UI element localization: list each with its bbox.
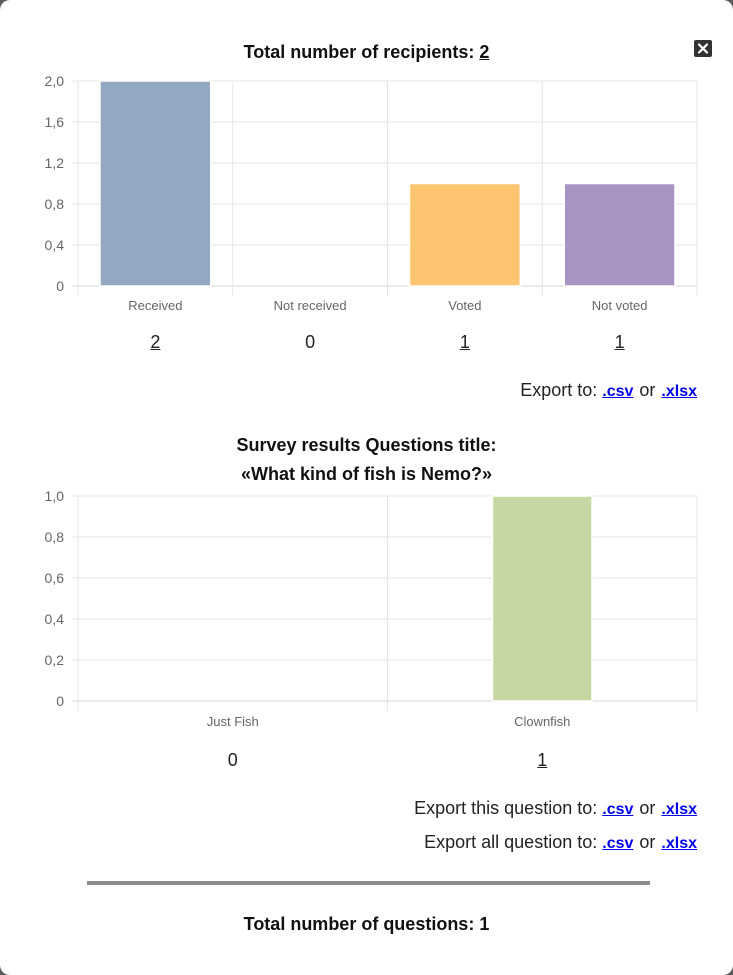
close-icon xyxy=(697,43,709,54)
or-text: or xyxy=(639,380,656,400)
survey-heading-line1: Survey results Questions title: xyxy=(236,435,497,455)
bar-not-voted[interactable] xyxy=(563,182,676,287)
x-tick-label: Received xyxy=(128,298,182,313)
export-all-label: Export all question to: xyxy=(424,832,598,852)
count-not-voted[interactable]: 1 xyxy=(614,332,625,352)
x-tick-label: Voted xyxy=(448,298,481,313)
y-tick-label: 0,4 xyxy=(45,237,65,253)
y-tick-label: 1,6 xyxy=(45,114,65,130)
or-text: or xyxy=(639,832,656,852)
y-tick-label: 0,6 xyxy=(45,570,65,586)
recipients-chart-svg: 0 0,4 0,8 1,2 1,6 2,0 Received Not received Vote… xyxy=(45,73,698,313)
survey-chart: 0 0,2 0,4 0,6 0,8 1,0 Just Fish Clownfish xyxy=(0,486,733,736)
bar-received[interactable] xyxy=(99,80,212,287)
y-tick-label: 0,2 xyxy=(45,652,65,668)
recipients-total-link[interactable]: 2 xyxy=(479,42,490,62)
export-question-label: Export this question to: xyxy=(414,798,598,818)
y-tick-label: 2,0 xyxy=(45,73,65,89)
count-received[interactable]: 2 xyxy=(150,332,161,352)
count-clownfish[interactable]: 1 xyxy=(537,750,548,770)
export-recipients-row: Export to: .csv or .xlsx xyxy=(520,380,697,401)
survey-heading: Survey results Questions title: «What ki… xyxy=(0,431,733,489)
y-tick-label: 0,4 xyxy=(45,611,65,627)
bar-voted[interactable] xyxy=(408,182,521,287)
export-all-csv-link[interactable]: .csv xyxy=(602,835,634,852)
y-tick-label: 0,8 xyxy=(45,529,65,545)
export-question-row: Export this question to: .csv or .xlsx xyxy=(414,798,697,819)
questions-total-heading: Total number of questions: 1 xyxy=(0,914,733,935)
y-tick-label: 0,8 xyxy=(45,196,65,212)
x-tick-label: Not voted xyxy=(592,298,648,313)
count-voted[interactable]: 1 xyxy=(459,332,470,352)
divider xyxy=(87,881,650,885)
bar-clownfish[interactable] xyxy=(491,495,593,702)
questions-total-value: 1 xyxy=(479,914,490,934)
or-text: or xyxy=(639,798,656,818)
questions-total-label: Total number of questions: xyxy=(243,914,480,934)
count-not-received: 0 xyxy=(305,332,316,352)
recipients-chart: 0 0,4 0,8 1,2 1,6 2,0 Received Not received Vote… xyxy=(0,70,733,320)
y-tick-label: 0 xyxy=(56,693,64,709)
close-button[interactable] xyxy=(694,40,712,57)
survey-question-title: «What kind of fish is Nemo?» xyxy=(240,464,493,484)
count-just-fish: 0 xyxy=(227,750,238,770)
y-tick-label: 1,0 xyxy=(45,488,65,504)
export-xlsx-link[interactable]: .xlsx xyxy=(661,383,697,400)
recipients-heading: Total number of recipients: 2 xyxy=(0,42,733,63)
y-tick-label: 0 xyxy=(56,278,64,294)
export-question-csv-link[interactable]: .csv xyxy=(602,801,634,818)
export-label: Export to: xyxy=(520,380,598,400)
recipients-heading-label: Total number of recipients: xyxy=(243,42,480,62)
x-tick-label: Clownfish xyxy=(514,714,570,729)
export-csv-link[interactable]: .csv xyxy=(602,383,634,400)
survey-chart-svg: 0 0,2 0,4 0,6 0,8 1,0 Just Fish Clownfish xyxy=(45,488,698,729)
y-tick-label: 1,2 xyxy=(45,155,65,171)
export-question-xlsx-link[interactable]: .xlsx xyxy=(661,801,697,818)
export-all-row: Export all question to: .csv or .xlsx xyxy=(424,832,697,853)
x-tick-label: Just Fish xyxy=(207,714,259,729)
export-all-xlsx-link[interactable]: .xlsx xyxy=(661,835,697,852)
x-tick-label: Not received xyxy=(274,298,347,313)
